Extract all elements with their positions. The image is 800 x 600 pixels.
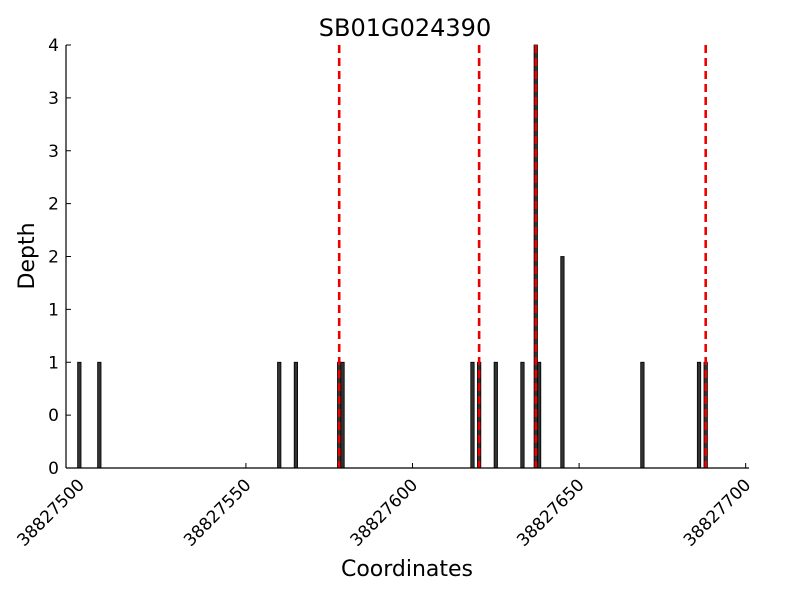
depth-bar bbox=[97, 361, 102, 469]
reference-lines bbox=[337, 45, 707, 468]
x-tick-label: 38827700 bbox=[680, 475, 755, 550]
y-tick-label: 4 bbox=[48, 36, 59, 56]
y-axis-label: Depth bbox=[15, 222, 40, 289]
depth-bar bbox=[520, 361, 525, 469]
y-axis-ticks: 0 0 1 1 2 2 3 3 4 bbox=[48, 36, 71, 479]
depth-bar bbox=[560, 256, 565, 469]
depth-bar bbox=[493, 361, 498, 469]
y-tick-label: 3 bbox=[48, 89, 59, 109]
depth-bar bbox=[340, 361, 345, 469]
depth-bar bbox=[537, 361, 542, 469]
depth-bar bbox=[293, 361, 298, 469]
y-tick-label: 2 bbox=[48, 195, 59, 215]
x-tick-label: 38827600 bbox=[347, 475, 422, 550]
y-tick-label: 0 bbox=[48, 459, 59, 479]
x-axis-label: Coordinates bbox=[341, 557, 473, 582]
y-tick-label: 1 bbox=[48, 300, 59, 320]
y-tick-label: 0 bbox=[48, 406, 59, 426]
x-axis-ticks: 38827500 38827550 38827600 38827650 38827700 bbox=[14, 463, 755, 551]
y-tick-label: 3 bbox=[48, 142, 59, 162]
x-tick-label: 38827650 bbox=[513, 475, 588, 550]
depth-bar bbox=[696, 361, 702, 469]
depth-bar bbox=[77, 361, 82, 469]
depth-bar bbox=[640, 361, 645, 469]
y-tick-label: 1 bbox=[48, 353, 59, 373]
bars bbox=[77, 44, 708, 469]
depth-bar bbox=[277, 361, 282, 469]
chart-title: SB01G024390 bbox=[319, 14, 491, 42]
y-tick-label: 2 bbox=[48, 248, 59, 268]
x-tick-label: 38827550 bbox=[180, 475, 255, 550]
x-tick-label: 38827500 bbox=[14, 475, 89, 550]
depth-bar bbox=[470, 361, 475, 469]
